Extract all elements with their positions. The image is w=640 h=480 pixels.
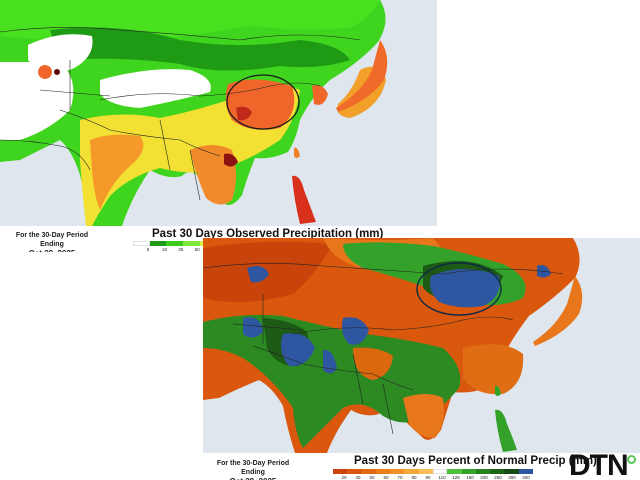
- legend-swatch: [183, 241, 200, 246]
- legend-swatch: [149, 241, 167, 246]
- percent-normal-map: [203, 238, 640, 453]
- legend-tick: 5: [146, 247, 150, 252]
- legend-tick: 50: [369, 475, 375, 480]
- legend-swatch: [361, 469, 376, 474]
- percent-normal-title: Past 30 Days Percent of Normal Precip (m…: [354, 455, 597, 467]
- legend-tick: 20: [341, 475, 347, 480]
- legend-swatch: [133, 241, 150, 246]
- legend-swatch: [504, 469, 519, 474]
- legend-tick: 110: [438, 475, 446, 480]
- legend-swatch: [490, 469, 505, 474]
- legend-swatch: [432, 469, 448, 474]
- percent-normal-panel: For the 30-Day Period Ending Oct 29, 202…: [203, 238, 640, 480]
- legend-tick: 80: [411, 475, 417, 480]
- period-label: For the 30-Day Period Ending Oct 29, 202…: [6, 231, 98, 252]
- observed-precip-panel: For the 30-Day Period Ending Oct 29, 202…: [0, 0, 440, 252]
- legend-swatch: [166, 241, 184, 246]
- legend-tick: 10: [161, 247, 167, 252]
- legend-tick: 150: [466, 475, 474, 480]
- legend-swatch: [347, 469, 362, 474]
- legend-tick: 40: [355, 475, 361, 480]
- legend-tick: 60: [383, 475, 389, 480]
- legend-swatch: [404, 469, 419, 474]
- period-date: Oct 29, 2025: [6, 249, 98, 252]
- legend-swatch: [375, 469, 391, 474]
- dtn-logo: DTN: [569, 449, 636, 480]
- legend-swatch: [461, 469, 476, 474]
- legend-swatch: [418, 469, 433, 474]
- dtn-logo-ring-icon: [626, 455, 636, 464]
- observed-precip-title: Past 30 Days Observed Precipitation (mm): [152, 228, 384, 240]
- period-date: Oct 29, 2025: [207, 477, 299, 480]
- legend-tick: 250: [494, 475, 502, 480]
- legend-tick: 25: [178, 247, 184, 252]
- period-label: For the 30-Day Period Ending Oct 29, 202…: [207, 459, 299, 480]
- percent-normal-caption: For the 30-Day Period Ending Oct 29, 202…: [203, 449, 640, 480]
- legend-tick: 125: [452, 475, 460, 480]
- legend-swatch: [475, 469, 491, 474]
- percent-normal-legend-ticks: 20 40 50 60 70 80 90 110 125 150 200 250 300 400: [337, 475, 533, 480]
- legend-swatch: [447, 469, 462, 474]
- period-label-text: For the 30-Day Period Ending: [15, 232, 89, 249]
- observed-precip-map: [0, 0, 437, 226]
- legend-swatch: [518, 469, 533, 474]
- legend-tick: 300: [508, 475, 516, 480]
- legend-tick: 70: [397, 475, 403, 480]
- dtn-logo-text: DTN: [569, 449, 629, 480]
- legend-swatch: [390, 469, 405, 474]
- legend-tick: 50: [194, 247, 200, 252]
- period-label-text: For the 30-Day Period Ending: [216, 460, 290, 477]
- legend-swatch: [333, 469, 348, 474]
- legend-tick: 90: [425, 475, 431, 480]
- percent-normal-legend-bar: [333, 469, 533, 474]
- legend-tick: 200: [480, 475, 488, 480]
- legend-tick: 400: [522, 475, 530, 480]
